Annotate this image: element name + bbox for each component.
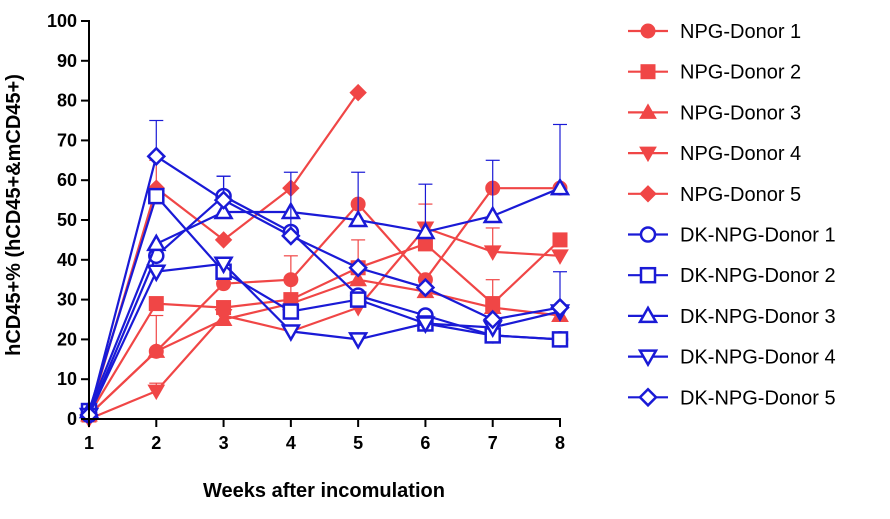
data-point (349, 83, 367, 102)
legend-item: NPG-Donor 2 (628, 62, 801, 84)
legend-item: DK-NPG-Donor 4 (628, 347, 836, 369)
x-axis-title: Weeks after incomulation (203, 480, 445, 502)
legend-label: NPG-Donor 1 (680, 21, 801, 43)
data-point (348, 257, 368, 278)
data-point (415, 277, 436, 298)
data-point (415, 316, 436, 334)
data-point (550, 297, 570, 318)
series-line (88, 278, 561, 416)
legend-label: DK-NPG-Donor 1 (680, 225, 836, 247)
legend-item: NPG-Donor 4 (628, 143, 801, 165)
legend-marker (640, 64, 656, 80)
x-tick-label: 8 (555, 433, 565, 453)
series-npg-donor-5 (80, 83, 367, 424)
x-tick-label: 1 (84, 433, 94, 453)
x-tick-label: 3 (219, 433, 229, 453)
x-tick-label: 5 (353, 433, 363, 453)
y-axis-title: hCD45+% (hCD45+&mCD45+) (3, 74, 25, 356)
data-point (281, 226, 301, 246)
series-line (87, 154, 561, 416)
data-point (146, 233, 167, 252)
series-line (88, 226, 561, 421)
legend-marker (639, 185, 657, 203)
data-point (147, 384, 166, 401)
y-tick-label: 10 (57, 369, 77, 389)
legend-marker (640, 23, 656, 39)
data-point (551, 331, 569, 348)
data-point (148, 187, 165, 205)
data-point (552, 232, 568, 248)
series-line (87, 91, 359, 416)
y-tick-label: 90 (57, 51, 77, 71)
data-point (482, 309, 503, 330)
axes: 0 10 20 30 40 50 60 70 80 90 100 1 2 3 4 5 6 7 8 (47, 11, 565, 453)
x-tick-label: 6 (420, 433, 430, 453)
data-point (213, 201, 234, 220)
y-tick-label: 40 (57, 250, 77, 270)
legend-item: NPG-Donor 1 (628, 21, 801, 43)
legend-label: DK-NPG-Donor 2 (680, 265, 836, 287)
legend-label: NPG-Donor 4 (680, 143, 801, 165)
legend-item: DK-NPG-Donor 5 (628, 387, 836, 409)
legend-item: NPG-Donor 3 (628, 102, 801, 124)
legend-marker (639, 103, 657, 119)
series-line (88, 187, 560, 416)
legend-marker (639, 266, 657, 284)
legend-marker (639, 226, 657, 243)
data-point (415, 221, 436, 240)
y-tick-label: 100 (47, 11, 77, 31)
y-tick-label: 20 (57, 329, 77, 349)
legend-marker (639, 146, 657, 163)
series-line (87, 194, 561, 416)
data-point (148, 296, 164, 312)
data-point (147, 342, 166, 358)
x-tick-label: 2 (151, 433, 161, 453)
legend-label: DK-NPG-Donor 3 (680, 306, 836, 328)
data-point (280, 324, 302, 342)
legend-marker (638, 387, 658, 408)
y-tick-label: 80 (57, 91, 77, 111)
legend-marker (637, 305, 659, 324)
data-point (213, 256, 234, 275)
series-line (88, 239, 561, 416)
y-tick-label: 0 (67, 409, 77, 429)
plot-area (78, 83, 571, 429)
data-point (483, 245, 502, 261)
data-point (213, 190, 234, 210)
legend-label: DK-NPG-Donor 5 (680, 387, 836, 409)
legend-label: NPG-Donor 3 (680, 102, 801, 124)
data-point (551, 249, 569, 265)
data-point (146, 264, 167, 283)
data-point (349, 291, 367, 308)
series-dk-npg-donor-3 (78, 123, 571, 419)
y-tick-label: 70 (57, 130, 77, 150)
y-tick-label: 50 (57, 210, 77, 230)
data-point (214, 309, 233, 325)
legend-label: NPG-Donor 5 (680, 184, 801, 206)
y-tick-label: 30 (57, 290, 77, 310)
data-point (146, 146, 167, 167)
series-line (88, 262, 561, 416)
data-point (347, 209, 369, 228)
legend-marker (637, 349, 659, 368)
legend-item: DK-NPG-Donor 2 (628, 265, 836, 287)
data-point (282, 303, 300, 320)
legend-label: NPG-Donor 2 (680, 62, 801, 84)
legend-item: DK-NPG-Donor 1 (628, 225, 836, 247)
data-point (482, 205, 503, 224)
data-point (349, 270, 368, 287)
legend-item: NPG-Donor 5 (628, 184, 801, 206)
legend-label: DK-NPG-Donor 4 (680, 347, 836, 369)
data-point (347, 332, 369, 350)
series-line (87, 193, 561, 412)
x-tick-label: 7 (488, 433, 498, 453)
data-point (214, 231, 233, 249)
legend-item: DK-NPG-Donor 3 (628, 305, 836, 328)
y-tick-label: 60 (57, 170, 77, 190)
legend: NPG-Donor 1 NPG-Donor 2 NPG-Donor 3 NPG-Don… (628, 21, 836, 409)
series-line (87, 187, 561, 412)
x-tick-label: 4 (286, 433, 296, 453)
data-point (549, 177, 571, 196)
